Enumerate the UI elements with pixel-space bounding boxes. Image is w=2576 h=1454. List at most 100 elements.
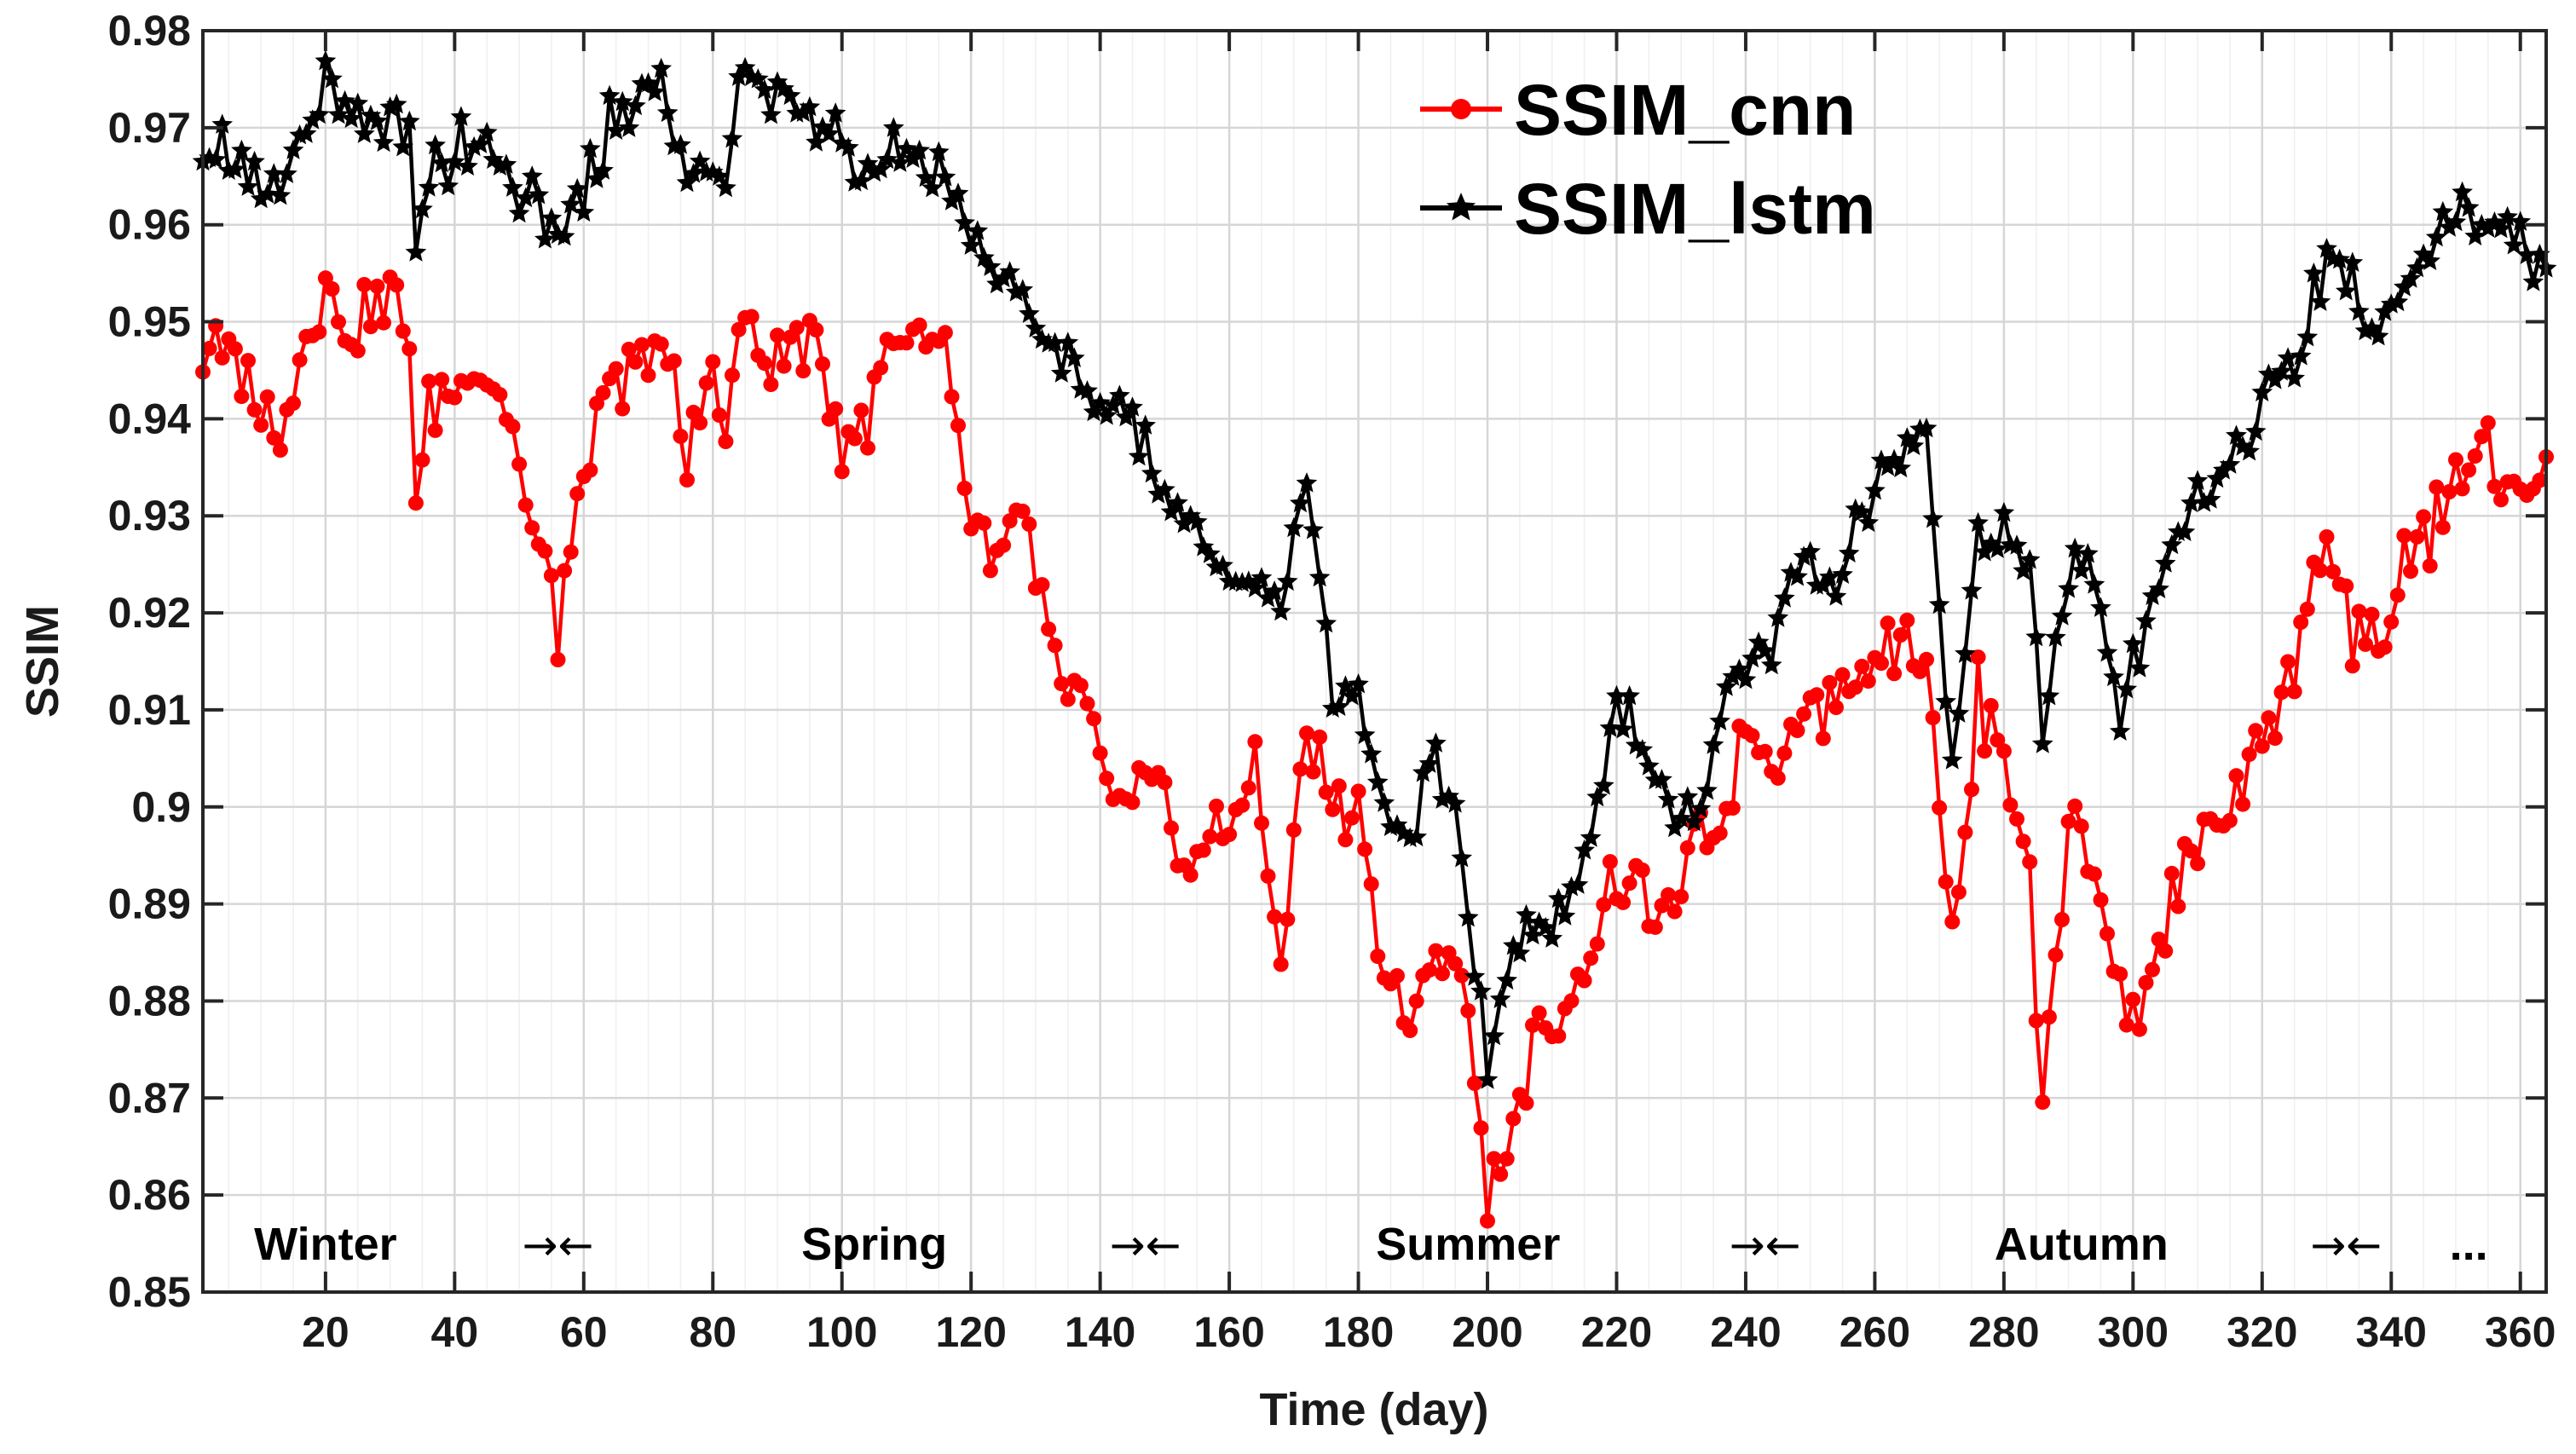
data-point [492, 387, 508, 403]
data-point [1476, 1069, 1499, 1089]
data-point [437, 175, 459, 196]
data-point [666, 353, 682, 369]
data-point [625, 95, 646, 116]
data-point [846, 430, 863, 447]
data-point [1828, 700, 1844, 715]
data-point [2267, 730, 2283, 747]
data-point [463, 136, 485, 157]
data-point [1948, 702, 1970, 723]
data-point [573, 201, 595, 222]
data-point [1612, 718, 1634, 739]
data-point [1741, 647, 1763, 668]
data-point [2290, 345, 2312, 366]
data-point [1518, 1095, 1534, 1111]
data-point [272, 442, 288, 458]
data-point [634, 337, 650, 353]
data-point [2309, 291, 2331, 311]
data-point [1925, 710, 1941, 725]
data-point [2448, 452, 2463, 468]
data-point [234, 389, 250, 405]
data-point [1470, 980, 1492, 1001]
data-point [1621, 875, 1637, 891]
data-point [2090, 597, 2111, 617]
data-point [1554, 905, 1576, 926]
data-point [1089, 391, 1111, 413]
data-point [286, 395, 301, 412]
data-point [2477, 217, 2499, 238]
data-point [1044, 332, 1066, 352]
data-point [1957, 824, 1973, 840]
series-ssim-lstm [192, 49, 2557, 1089]
data-point [1092, 745, 1108, 761]
data-point [2464, 225, 2486, 245]
data-point [2112, 966, 2128, 982]
data-point [1886, 666, 1903, 682]
data-point [615, 401, 631, 417]
data-point [389, 277, 405, 293]
data-point [2280, 654, 2296, 670]
data-point [1483, 1024, 1505, 1046]
data-point [1670, 807, 1692, 828]
data-point [2073, 818, 2089, 834]
data-point [754, 78, 776, 100]
data-point [1615, 894, 1632, 910]
data-point [1938, 874, 1954, 890]
data-point [2213, 459, 2234, 480]
data-point [1160, 500, 1182, 522]
season-annotation: Spring [801, 1219, 947, 1270]
data-point [1099, 770, 1115, 787]
data-point [1903, 435, 1925, 456]
data-point [1273, 956, 1289, 972]
data-point [770, 327, 785, 343]
x-tick-label: 20 [302, 1308, 349, 1356]
data-point [934, 166, 956, 187]
data-point [656, 101, 679, 123]
data-point [889, 152, 911, 172]
data-point [1990, 732, 2006, 748]
data-point [1464, 966, 1486, 986]
data-point [569, 486, 586, 502]
data-point [2396, 528, 2412, 544]
data-point [1019, 303, 1040, 323]
data-point [537, 543, 553, 559]
data-point [763, 377, 779, 392]
data-point [1054, 676, 1070, 692]
data-point [2452, 181, 2473, 202]
data-point [2377, 639, 2393, 655]
data-point [2461, 462, 2477, 478]
data-point [1348, 673, 1369, 694]
data-point [1250, 567, 1273, 587]
data-point [650, 57, 672, 78]
data-point [1047, 638, 1063, 654]
data-point [911, 317, 927, 333]
data-point [2219, 453, 2241, 474]
data-point [644, 81, 666, 101]
data-point [1899, 612, 1915, 628]
data-point [1412, 761, 1434, 782]
x-tick-label: 60 [560, 1308, 608, 1356]
data-point [756, 355, 772, 372]
data-point [2116, 678, 2138, 699]
data-point [2096, 642, 2118, 662]
y-tick-label: 0.96 [108, 201, 191, 249]
data-point [2103, 666, 2124, 687]
data-point [728, 66, 749, 86]
data-point [1350, 783, 1366, 799]
data-point [705, 354, 721, 370]
data-point [1154, 478, 1175, 499]
data-point [376, 314, 391, 331]
season-annotation: ... [2450, 1219, 2488, 1270]
data-point [806, 131, 827, 152]
data-point [873, 360, 889, 376]
data-point [1234, 797, 1250, 813]
season-annotation: →← [1730, 1220, 1801, 1270]
data-point [2077, 543, 2099, 563]
data-point [2277, 347, 2299, 367]
data-point [2135, 609, 2157, 631]
data-point [259, 389, 275, 405]
data-point [1428, 943, 1444, 959]
data-point [1460, 1002, 1476, 1018]
data-point [2025, 626, 2048, 647]
data-point [1744, 728, 1760, 744]
